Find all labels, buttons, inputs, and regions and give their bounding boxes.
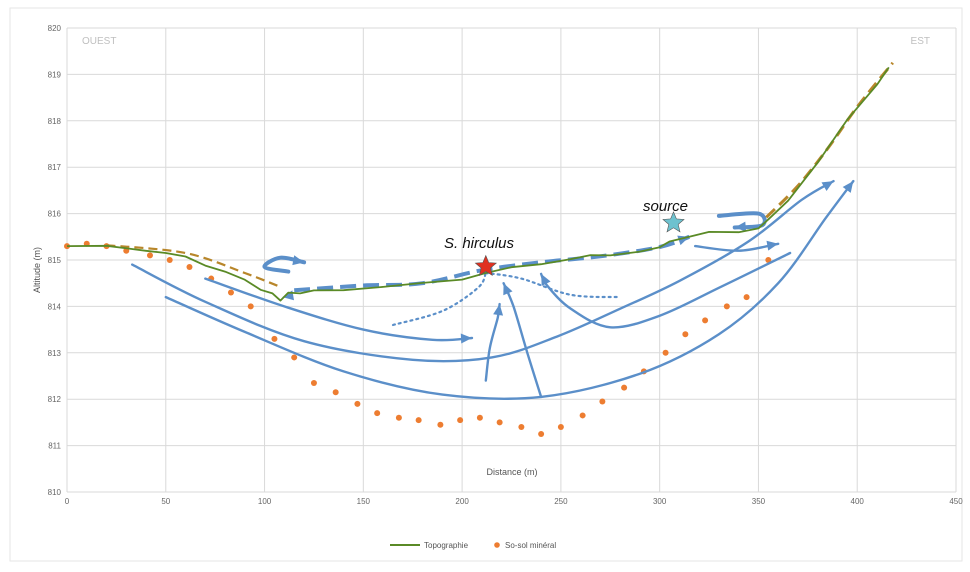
x-tick-label: 350 [752, 497, 766, 506]
subsoil-point [271, 335, 278, 342]
y-tick-label: 811 [48, 442, 61, 451]
dotted-flow-left [391, 271, 487, 327]
subsoil-point [437, 421, 444, 428]
species-annotation: S. hirculus [444, 235, 515, 252]
subsoil-point [332, 389, 339, 396]
subsoil-point [743, 294, 750, 301]
subsoil-point [395, 414, 402, 421]
flow-arrow [204, 277, 474, 342]
y-tick-label: 818 [48, 117, 62, 126]
y-tick-label: 820 [48, 24, 62, 33]
subsoil-point [457, 417, 464, 424]
chart-frame [9, 7, 963, 562]
x-tick-label: 300 [653, 497, 667, 506]
y-tick-label: 813 [48, 349, 62, 358]
curl-arrowhead [292, 255, 305, 266]
topography-series [66, 66, 890, 302]
y-tick-label: 810 [48, 488, 62, 497]
curl-arrow [262, 255, 307, 274]
flow-arrowhead [493, 304, 504, 316]
flow-arrowhead [541, 273, 551, 286]
subsoil-point [227, 289, 234, 296]
x-tick-label: 150 [357, 497, 371, 506]
subsoil-point [186, 263, 193, 270]
subsoil-point [291, 354, 298, 361]
x-tick-label: 100 [258, 497, 272, 506]
subsoil-point [682, 331, 689, 338]
flow-arrow [164, 179, 855, 401]
x-tick-label: 250 [554, 497, 568, 506]
flow-arrow [131, 179, 835, 363]
x-tick-label: 200 [455, 497, 469, 506]
y-tick-label: 814 [48, 302, 62, 311]
curl-arrow [716, 211, 767, 230]
subsoil-point [702, 317, 709, 324]
x-tick-label: 450 [949, 497, 963, 506]
dashed-surface-left [106, 244, 281, 288]
flow-arrow [539, 251, 792, 329]
y-tick-label: 817 [48, 163, 62, 172]
subsoil-series [64, 240, 772, 437]
markers [474, 211, 685, 277]
y-tick-label: 815 [48, 256, 62, 265]
x-tick-labels: 0 50 100 150 200 250 300 350 400 450 [65, 497, 963, 506]
source-annotation: source [643, 198, 688, 215]
y-tick-label: 812 [48, 395, 62, 404]
subsoil-point [723, 303, 730, 310]
subsoil-point [247, 303, 254, 310]
legend-topography-label: Topographie [424, 541, 469, 550]
y-tick-label: 819 [48, 70, 62, 79]
subsoil-point [557, 424, 564, 431]
subsoil-point [166, 257, 173, 263]
topography-line [66, 66, 890, 302]
subsoil-point [146, 252, 153, 259]
y-tick-labels: 810 811 812 813 814 815 816 817 818 819 820 [48, 24, 62, 497]
subsoil-point [662, 349, 669, 356]
flow-arrowhead [766, 240, 779, 251]
dotted-flow-right [484, 271, 622, 299]
x-tick-label: 50 [161, 497, 170, 506]
subsoil-point [599, 398, 606, 405]
water-table-dashed [294, 234, 691, 293]
groundwater-flow-arrows [131, 179, 855, 401]
x-tick-label: 400 [851, 497, 865, 506]
legend-subsoil-label: So-sol minéral [505, 541, 556, 550]
species-star [474, 254, 498, 277]
source-star [662, 211, 685, 233]
subsoil-point [476, 414, 483, 421]
flow-arrowhead [821, 181, 834, 192]
west-label: OUEST [82, 36, 116, 47]
curl-arrowhead [734, 221, 747, 232]
legend: Topographie So-sol minéral [390, 541, 556, 550]
subsoil-point [579, 412, 586, 419]
subsoil-point [415, 417, 422, 424]
subsoil-point [496, 419, 503, 426]
subsoil-point [538, 431, 545, 437]
subsoil-point [518, 424, 525, 431]
x-tick-label: 0 [65, 497, 70, 506]
y-tick-label: 816 [48, 210, 62, 219]
subsoil-point [621, 384, 628, 391]
subsoil-point [310, 379, 317, 386]
flow-arrowhead [460, 333, 472, 344]
subsoil-point [354, 400, 361, 407]
y-axis-title: Altitude (m) [32, 247, 42, 293]
east-label: EST [911, 36, 930, 47]
subsoil-point [374, 410, 381, 417]
flow-arrowhead [842, 181, 854, 193]
flow-arrowhead [503, 283, 513, 296]
subsoil-point [765, 257, 772, 263]
x-axis-title: Distance (m) [486, 467, 537, 477]
legend-subsoil-swatch [494, 542, 500, 548]
